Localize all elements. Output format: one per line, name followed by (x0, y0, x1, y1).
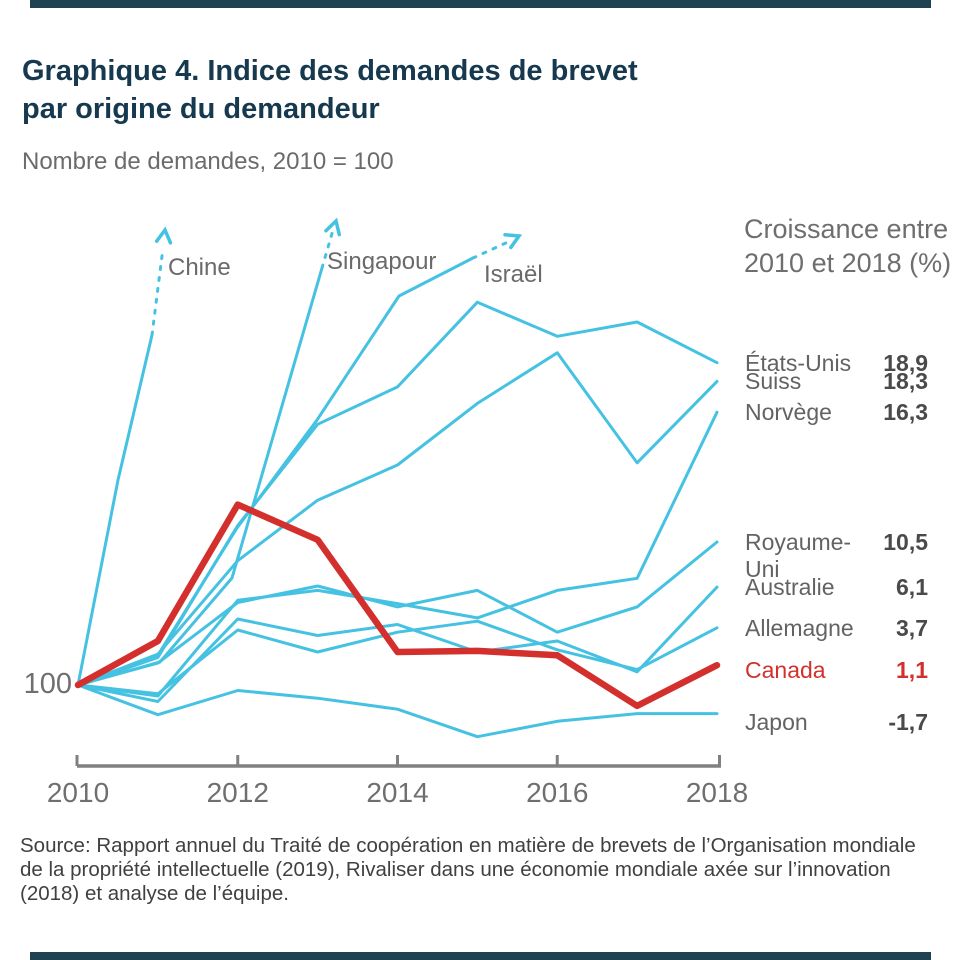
legend-growth-value: -1,7 (888, 708, 928, 735)
legend-growth-value: 18,9 (883, 349, 928, 376)
x-tick-label-2014: 2014 (366, 777, 429, 808)
legend-name: Suiss (745, 368, 802, 395)
legend-name: Allemagne (745, 614, 854, 641)
legend-header-line1: Croissance entre (744, 214, 949, 244)
legend-growth-value: 10,5 (883, 529, 928, 555)
arrowhead-icon-Singapour (324, 217, 342, 237)
x-tick-label-2018: 2018 (685, 777, 749, 808)
annotation-dash-Chine (150, 246, 165, 337)
legend-name: Royaume-Uni (745, 529, 852, 582)
y-axis-baseline-label: 100 (23, 668, 72, 700)
x-tick-label-2012: 2012 (206, 777, 269, 808)
legend-growth-value: 3,7 (896, 614, 928, 641)
series-line-Royaume-Uni (76, 540, 719, 687)
legend-header: Croissance entre 2010 et 2018 (%) (744, 212, 960, 280)
legend-row-Australie: Australie 6,1 (745, 574, 928, 601)
series-line-Allemagne (76, 619, 719, 696)
annotation-label-Israël: Israël (484, 261, 543, 288)
annotation-line-Chine (76, 333, 154, 687)
legend-header-line2: 2010 et 2018 (%) (744, 248, 952, 278)
annotation-label-Singapour: Singapour (327, 248, 437, 275)
legend-row-Japon: Japon -1,7 (745, 709, 928, 736)
legend-growth-value: 16,3 (883, 399, 928, 426)
legend-row-Suiss: Suiss 18,3 (745, 368, 928, 395)
legend-name: Norvège (745, 399, 832, 426)
series-line-Suiss (76, 351, 719, 687)
source-note: Source: Rapport annuel du Traité de coop… (20, 834, 950, 906)
legend-name: Canada (745, 657, 826, 684)
arrowhead-icon-Chine (154, 226, 173, 245)
legend-growth-value: 6,1 (896, 574, 928, 601)
legend-name: Japon (745, 708, 808, 735)
x-tick-label-2010: 2010 (46, 777, 110, 808)
legend-row-Norvège: Norvège 16,3 (745, 399, 928, 426)
chart-title-line1: Graphique 4. Indice des demandes de brev… (22, 55, 638, 87)
source-line2: de la propriété intellectuelle (2019), R… (20, 858, 891, 881)
legend-row-Allemagne: Allemagne 3,7 (745, 615, 928, 642)
legend-row-Canada: Canada 1,1 (745, 657, 928, 684)
arrowhead-icon-Israël (503, 233, 523, 250)
x-tick-label-2016: 2016 (526, 777, 589, 808)
series-line-Japon (76, 683, 719, 739)
annotation-line-Singapour (76, 266, 324, 687)
annotation-dash-Singapour (320, 228, 335, 270)
top-accent-bar (30, 0, 931, 8)
series-line-Norvège (76, 410, 719, 698)
legend-growth-value: 18,3 (883, 368, 928, 395)
legend-name: Australie (745, 574, 835, 601)
source-line1: Source: Rapport annuel du Traité de coop… (20, 834, 916, 857)
legend-growth-value: 1,1 (896, 657, 928, 684)
series-line-Canada (74, 501, 721, 710)
annotation-dash-Israël (471, 240, 510, 260)
chart-title: Graphique 4. Indice des demandes de brev… (22, 52, 782, 128)
chart-subtitle: Nombre de demandes, 2010 = 100 (22, 148, 394, 175)
source-line3: (2018) et analyse de l’équipe. (20, 882, 289, 905)
annotation-line-Israël (76, 256, 475, 687)
chart-title-line2: par origine du demandeur (22, 93, 380, 125)
legend-row-États-Unis: États-Unis 18,9 (745, 350, 928, 377)
legend-row-Royaume-Uni: Royaume-Uni 10,5 (745, 529, 928, 583)
legend-name: États-Unis (745, 349, 852, 376)
bottom-accent-bar (30, 952, 931, 960)
annotation-label-Chine: Chine (168, 254, 231, 281)
